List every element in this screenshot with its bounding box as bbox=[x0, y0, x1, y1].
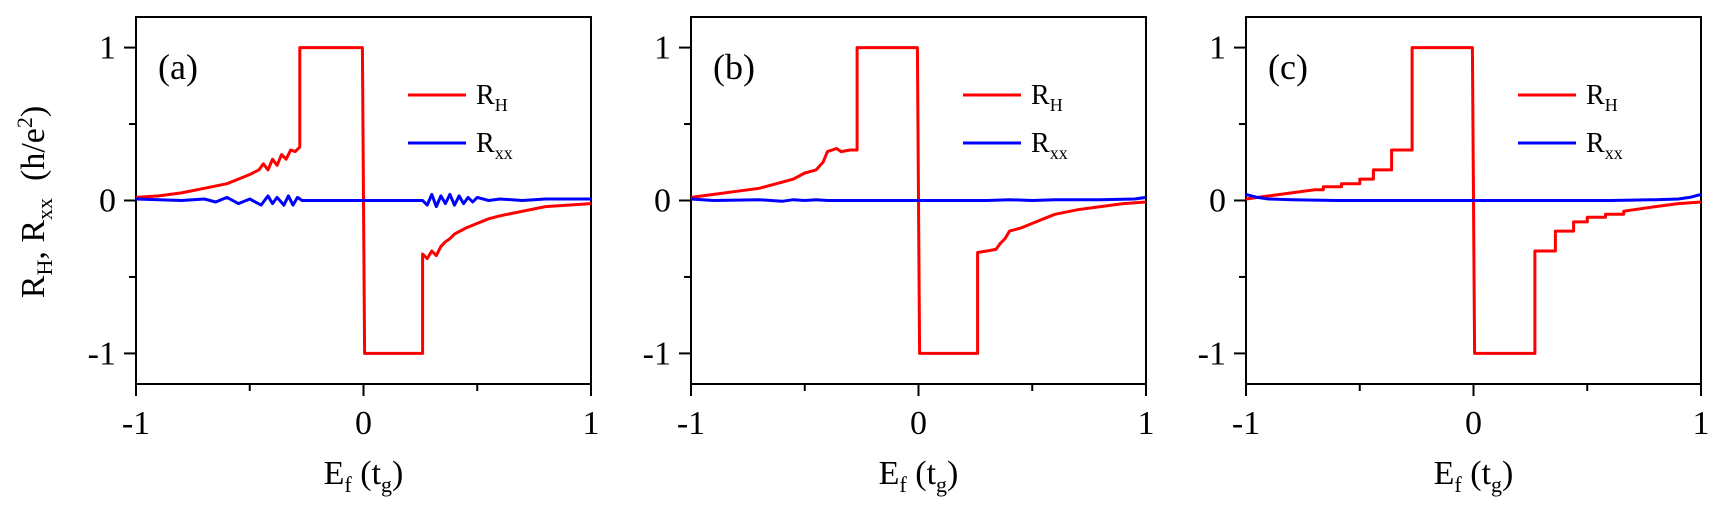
panels: -1 0 1 -1 0 1 (a) RH Rxx Ef (tg) -1 0 1 -1 0 1 (b) RH Rxx E… bbox=[88, 16, 1710, 497]
y-tick-label: -1 bbox=[88, 335, 116, 372]
ylabel-sub2: xx bbox=[32, 198, 57, 220]
panel-1: -1 0 1 -1 0 1 (a) RH Rxx Ef (tg) bbox=[88, 16, 600, 497]
x-tick-label: -1 bbox=[122, 405, 150, 442]
y-tick-label: 1 bbox=[1209, 30, 1226, 67]
ylabel-unit-sup: 2 bbox=[12, 117, 37, 128]
x-tick-label: 1 bbox=[583, 405, 600, 442]
legend-label: RH bbox=[1031, 80, 1063, 115]
panel-label: (a) bbox=[158, 47, 198, 87]
ylabel-sub1: H bbox=[32, 260, 57, 276]
y-tick-label: -1 bbox=[643, 335, 671, 372]
y-tick-label: 0 bbox=[99, 183, 116, 220]
x-tick-label: 0 bbox=[1465, 405, 1482, 442]
y-tick-label: 1 bbox=[654, 30, 671, 67]
ylabel-sep: , R bbox=[15, 220, 52, 260]
series-line-rh bbox=[135, 46, 592, 355]
x-axis-label: Ef (tg) bbox=[879, 455, 959, 497]
y-axis-label: RH, Rxx (h/e2) bbox=[12, 106, 57, 298]
x-axis-label: Ef (tg) bbox=[1434, 455, 1514, 497]
y-tick-label: -1 bbox=[1198, 335, 1226, 372]
y-tick-label: 1 bbox=[99, 30, 116, 67]
series-line-rxx bbox=[690, 195, 1147, 203]
x-tick-label: 0 bbox=[355, 405, 372, 442]
ylabel-main: R bbox=[15, 275, 52, 298]
legend-label: Rxx bbox=[1031, 128, 1068, 163]
ylabel-unit-open: (h/e bbox=[15, 128, 52, 198]
x-axis-label: Ef (tg) bbox=[324, 455, 404, 497]
panel-label: (b) bbox=[713, 47, 755, 87]
series-line-rxx bbox=[1245, 192, 1702, 202]
x-tick-label: 1 bbox=[1138, 405, 1155, 442]
series-line-rxx bbox=[135, 192, 591, 209]
legend-label: RH bbox=[476, 80, 508, 115]
ylabel-unit-close: ) bbox=[15, 106, 52, 117]
x-tick-label: -1 bbox=[1232, 405, 1260, 442]
y-tick-label: 0 bbox=[654, 183, 671, 220]
panel-3: -1 0 1 -1 0 1 (c) RH Rxx Ef (tg) bbox=[1198, 16, 1710, 497]
legend-label: Rxx bbox=[1586, 128, 1623, 163]
x-tick-label: -1 bbox=[677, 405, 705, 442]
legend-label: RH bbox=[1586, 80, 1618, 115]
x-tick-label: 1 bbox=[1693, 405, 1710, 442]
series-line-rh bbox=[1245, 46, 1702, 355]
x-tick-label: 0 bbox=[910, 405, 927, 442]
y-tick-label: 0 bbox=[1209, 183, 1226, 220]
legend-label: Rxx bbox=[476, 128, 513, 163]
panel-label: (c) bbox=[1268, 47, 1308, 87]
panel-2: -1 0 1 -1 0 1 (b) RH Rxx Ef (tg) bbox=[643, 16, 1155, 497]
